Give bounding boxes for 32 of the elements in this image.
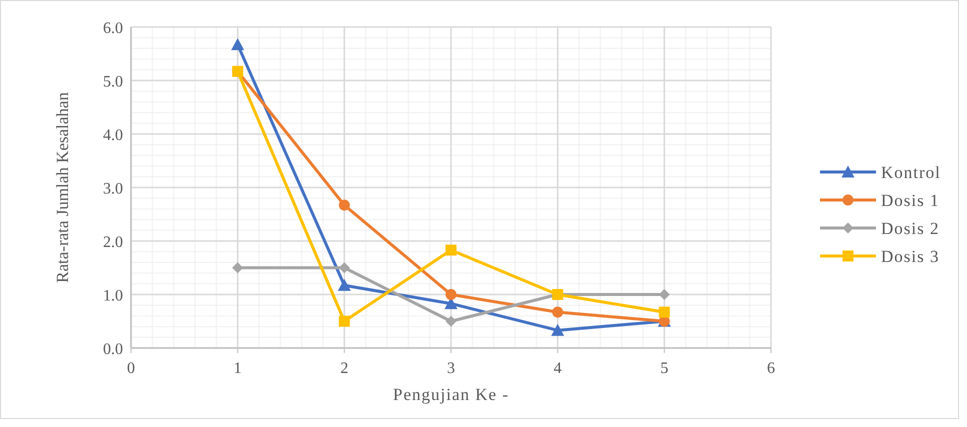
y-axis-title: Rata-rata Jumlah Kesalahan xyxy=(53,92,72,283)
y-tick-label: 3.0 xyxy=(103,180,123,198)
point xyxy=(338,262,350,274)
point xyxy=(658,306,670,318)
legend-label: Kontrol xyxy=(881,163,941,182)
point xyxy=(338,316,350,327)
point xyxy=(446,289,456,300)
y-tick-label: 6.0 xyxy=(103,20,123,37)
point xyxy=(338,200,350,211)
point xyxy=(338,278,351,291)
y-tick-label: 1.0 xyxy=(103,288,123,304)
legend-label: Dosis 1 xyxy=(881,191,940,210)
y-tick-label: 4.0 xyxy=(103,127,123,144)
y-tick-label: 5.0 xyxy=(103,74,123,90)
point xyxy=(446,244,456,256)
x-axis-title: Pengujian Ke - xyxy=(393,385,509,404)
x-tick-label: 0 xyxy=(127,360,135,377)
x-tick-label: 1 xyxy=(234,360,242,377)
point xyxy=(551,324,564,336)
point xyxy=(552,306,564,318)
x-tick-label: 4 xyxy=(554,360,562,377)
x-tick-label: 3 xyxy=(447,360,455,377)
point xyxy=(231,38,244,50)
legend-label: Dosis 2 xyxy=(881,219,940,238)
point xyxy=(232,262,244,274)
x-tick-label: 2 xyxy=(340,360,348,377)
x-tick-label: 6 xyxy=(767,360,775,377)
y-tick-label: 0.0 xyxy=(103,341,123,358)
x-tick-label: 5 xyxy=(660,360,668,377)
y-tick-label: 2.0 xyxy=(103,234,123,251)
point xyxy=(446,316,456,327)
legend-label: Dosis 3 xyxy=(881,247,940,266)
